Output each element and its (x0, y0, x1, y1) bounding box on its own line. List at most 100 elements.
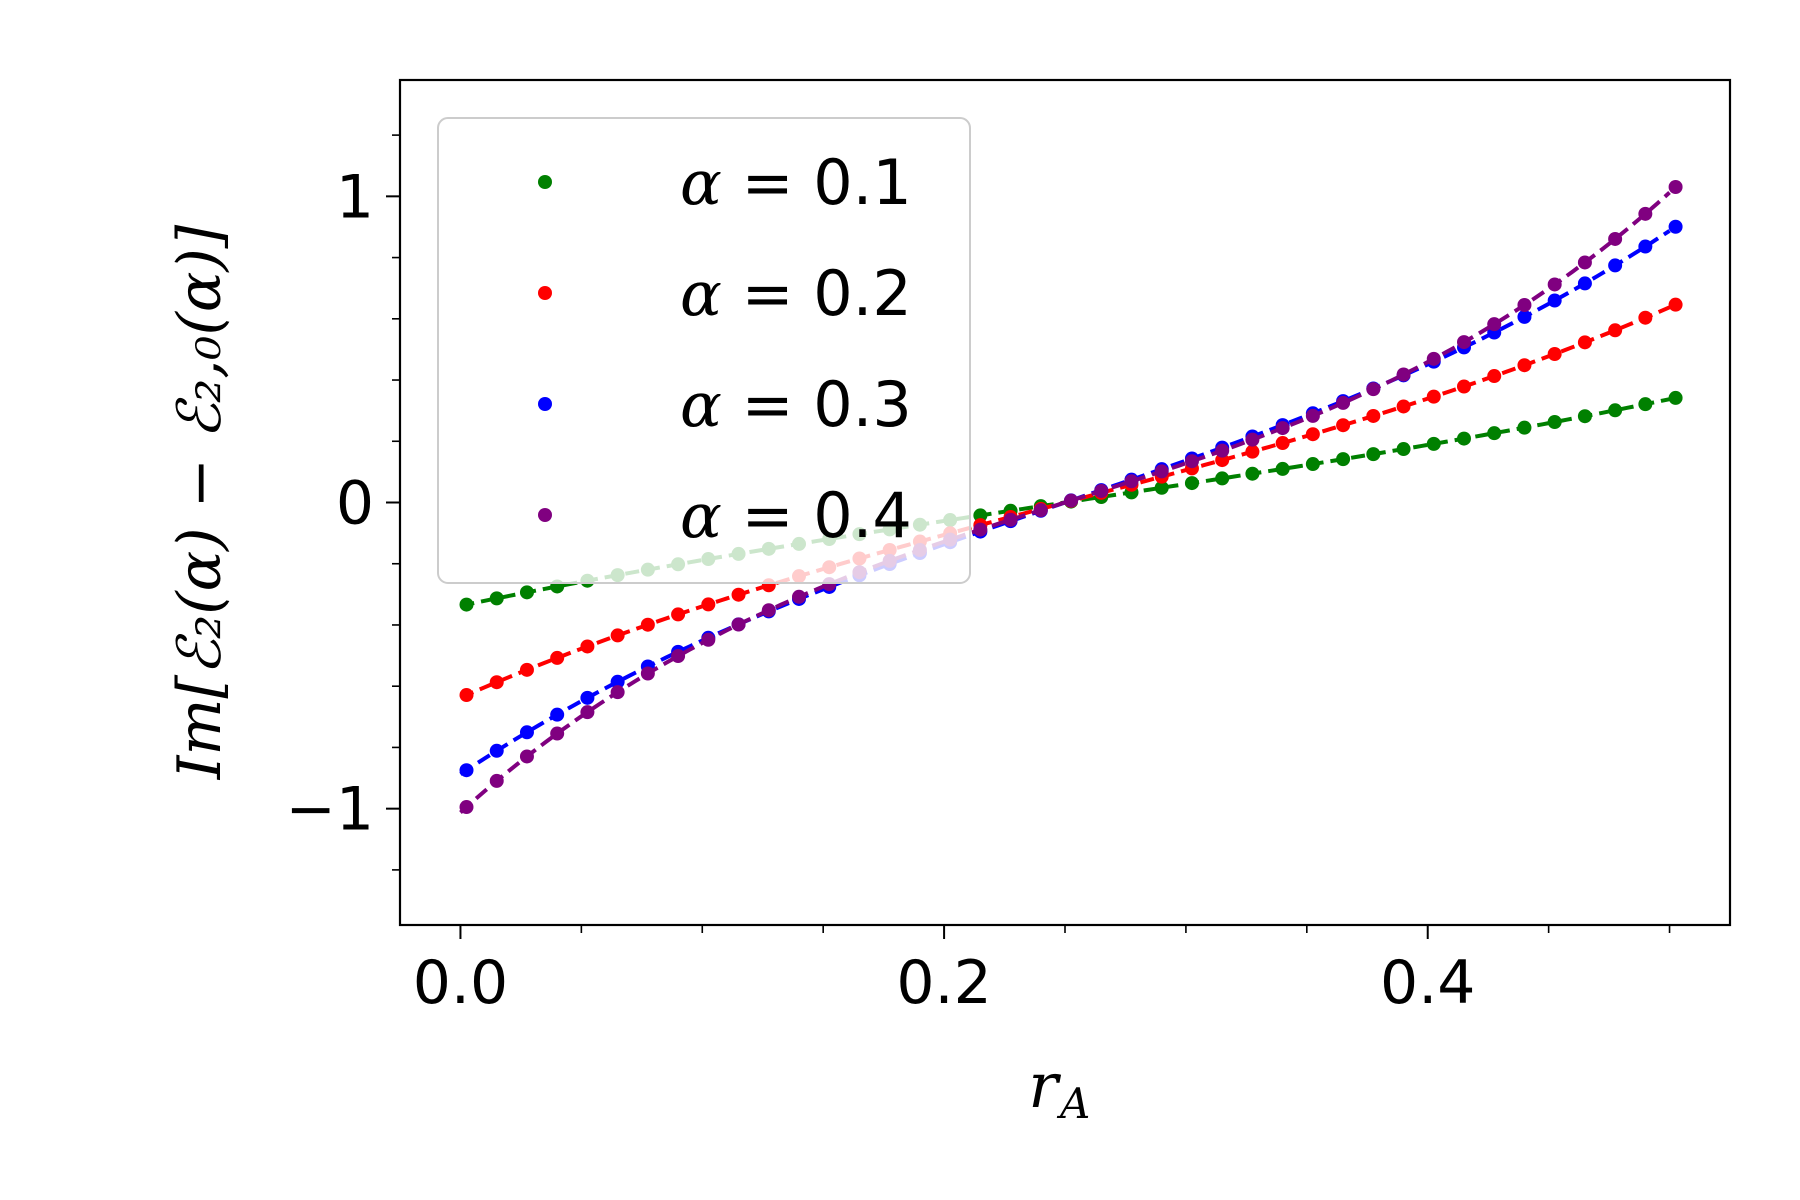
data-point (792, 589, 806, 604)
data-point (1245, 432, 1260, 447)
data-point (1608, 323, 1623, 338)
data-point (1305, 457, 1320, 472)
data-point (1245, 466, 1260, 481)
data-point (1215, 443, 1230, 458)
legend-marker (538, 175, 552, 189)
data-point (1457, 431, 1471, 446)
data-point (519, 585, 534, 600)
data-point (1547, 415, 1562, 429)
data-point (519, 749, 534, 764)
data-point (1608, 403, 1623, 418)
data-point (1154, 464, 1169, 479)
data-point (1577, 335, 1592, 350)
data-point (1336, 418, 1351, 433)
x-tick-label: 0.0 (413, 948, 508, 1018)
data-point (1517, 420, 1532, 435)
data-point (1457, 379, 1471, 394)
data-point (731, 617, 746, 632)
data-point (1184, 454, 1199, 469)
data-point (1396, 367, 1411, 382)
data-point (1154, 480, 1169, 495)
data-point (610, 628, 625, 643)
data-point (761, 603, 776, 618)
data-point (1517, 298, 1532, 312)
data-point (459, 763, 474, 778)
data-point (1487, 369, 1502, 384)
data-point (550, 650, 565, 665)
data-point (1094, 483, 1109, 498)
legend-marker (538, 286, 552, 300)
data-point (550, 707, 565, 722)
y-tick-label: 0 (336, 469, 374, 539)
data-point (1215, 471, 1230, 486)
legend-item: α = 0.4 (538, 479, 912, 552)
legend-marker (538, 397, 552, 411)
data-point (1336, 452, 1351, 467)
y-tick-label: −1 (286, 775, 374, 845)
data-point (580, 690, 595, 705)
data-point (671, 649, 686, 664)
data-point (1064, 493, 1079, 508)
data-point (1396, 442, 1411, 457)
data-point (580, 639, 595, 654)
data-point (1033, 503, 1048, 518)
data-point (489, 773, 504, 788)
data-point (1124, 474, 1139, 489)
data-point (1245, 444, 1260, 459)
data-point (1366, 447, 1381, 462)
legend-label: α = 0.2 (680, 257, 912, 330)
data-point (1336, 395, 1351, 410)
data-point (701, 597, 716, 612)
data-point (1638, 397, 1653, 412)
x-tick-label: 0.4 (1380, 948, 1475, 1018)
data-point (489, 675, 504, 690)
data-point (1668, 180, 1683, 195)
x-tick-label: 0.2 (896, 948, 991, 1018)
data-point (1668, 297, 1683, 312)
data-point (580, 705, 595, 720)
data-point (1608, 231, 1623, 246)
x-axis-label-main: r (1028, 1049, 1061, 1122)
axes-layer: 0.0 0.2 0.4 −1 0 1 (286, 134, 1671, 1018)
data-point (731, 587, 746, 602)
data-point (1577, 276, 1592, 291)
data-point (1366, 408, 1381, 423)
data-point (973, 522, 988, 537)
data-point (550, 726, 565, 741)
data-point (1577, 409, 1592, 424)
x-axis-label-subscript: A (1056, 1079, 1090, 1128)
data-point (1275, 461, 1290, 476)
data-point (1275, 421, 1290, 436)
legend-box (437, 117, 971, 584)
data-point (1638, 206, 1653, 221)
data-point (519, 662, 534, 677)
data-point (1517, 358, 1532, 373)
data-point (1668, 390, 1683, 405)
legend-marker (538, 508, 552, 522)
data-point (1487, 317, 1502, 332)
data-point (519, 725, 534, 740)
data-point (1638, 239, 1653, 254)
x-axis-label: r A (1028, 1049, 1090, 1128)
legend-label: α = 0.4 (680, 479, 912, 552)
data-point (610, 685, 625, 700)
data-point (640, 666, 655, 681)
data-point (1305, 408, 1320, 423)
data-point (489, 743, 504, 758)
data-point (459, 800, 474, 815)
data-point (1457, 335, 1471, 350)
legend: α = 0.1 α = 0.2 α = 0.3 α = 0.4 (437, 117, 971, 584)
data-point (1608, 258, 1623, 273)
data-point (1547, 293, 1562, 308)
legend-item: α = 0.3 (538, 368, 912, 441)
data-point (1366, 382, 1381, 397)
y-tick-label: 1 (336, 162, 374, 232)
data-point (640, 617, 655, 632)
data-point (1638, 310, 1653, 325)
data-point (1426, 436, 1441, 451)
data-point (1184, 476, 1199, 491)
data-point (973, 508, 988, 523)
data-point (1577, 255, 1592, 270)
data-point (1003, 512, 1018, 527)
data-point (459, 688, 474, 703)
